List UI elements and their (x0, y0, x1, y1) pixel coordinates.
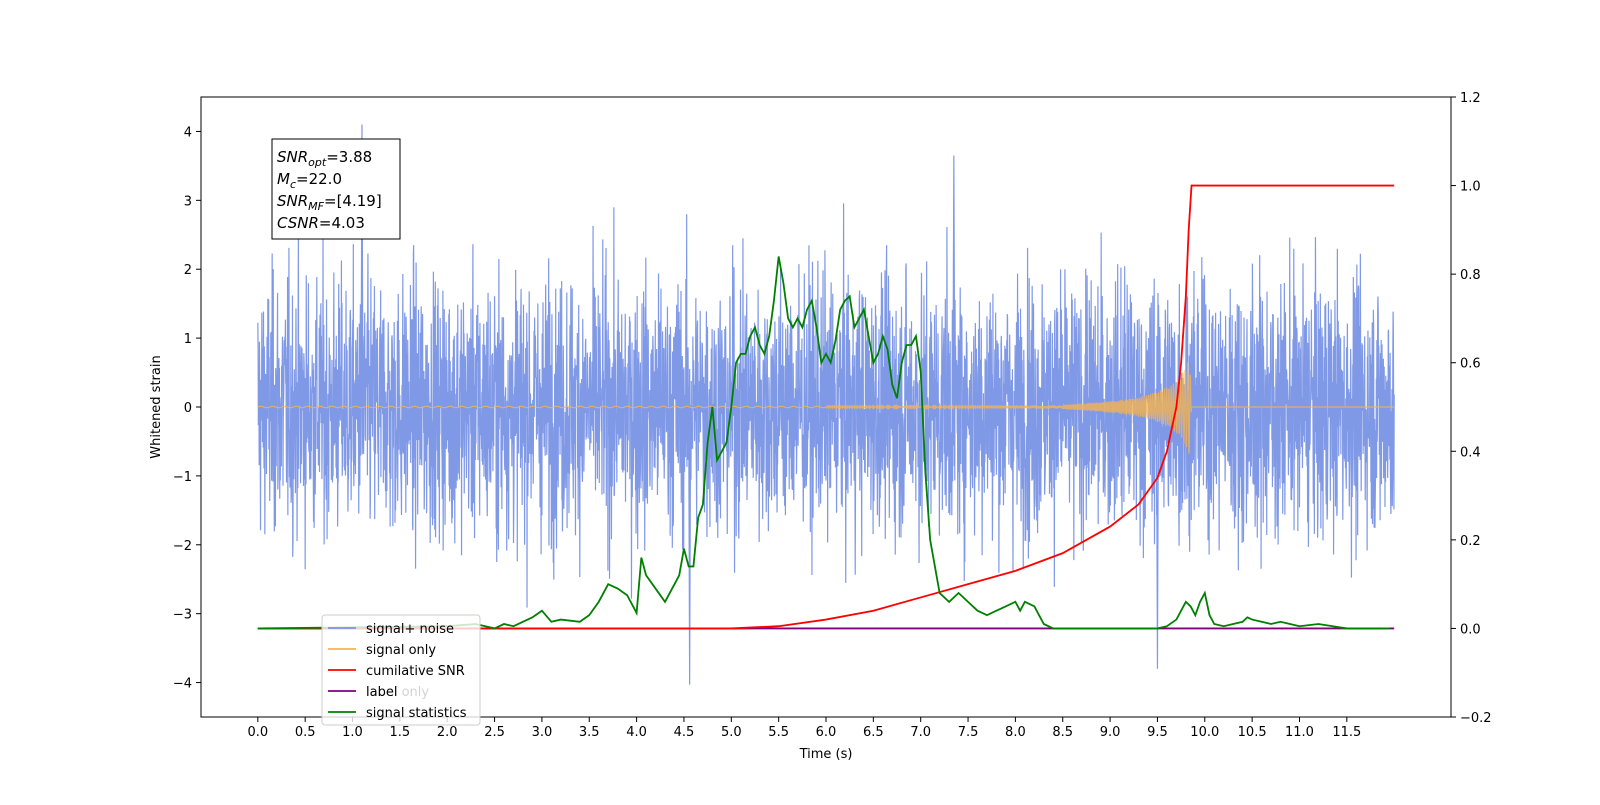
annotation-value: =[4.19] (324, 192, 382, 210)
y2-tick-label: 0.2 (1460, 534, 1481, 549)
x-tick-label: 5.5 (768, 725, 789, 740)
series-layer (257, 124, 1395, 685)
legend-entry-label: signal only (366, 643, 436, 658)
y-tick-label: −2 (173, 539, 192, 554)
annotation-frame (271, 138, 401, 240)
annotation-symbol: M (277, 170, 290, 188)
y-tick-label: −3 (173, 608, 192, 623)
y2-tick-label: 1.2 (1460, 91, 1481, 106)
annotation-line: SNRMF=[4.19] (277, 192, 382, 213)
legend-overlap-text: label only (366, 685, 429, 700)
annotation-value: =22.0 (296, 170, 342, 188)
annotation-subscript: MF (308, 200, 324, 213)
x-tick-label: 7.0 (910, 725, 931, 740)
x-tick-label: 1.5 (390, 725, 411, 740)
x-tick-label: 7.5 (958, 725, 979, 740)
y-tick-label: 1 (184, 332, 192, 347)
x-tick-label: 0.5 (295, 725, 316, 740)
legend-entry-label: signal+ noise (366, 622, 454, 637)
y-tick-label: −1 (173, 470, 192, 485)
series-signal-statistics-line (257, 256, 1390, 630)
y-tick-label: 4 (184, 125, 192, 140)
x-tick-label: 9.0 (1100, 725, 1121, 740)
y-axis-ticks: 4 3 2 1 0 −1 −2 −3 −4 (173, 125, 201, 692)
x-tick-label: 6.5 (863, 725, 884, 740)
x-tick-label: 10.5 (1238, 725, 1267, 740)
annotation-line: SNRopt=3.88 (277, 148, 372, 169)
x-tick-label: 10.0 (1190, 725, 1219, 740)
series-signal-only-line (257, 362, 1395, 454)
annotation-subscript: c (290, 178, 296, 191)
x-axis-label: Time (s) (799, 747, 853, 762)
x-tick-label: 5.0 (721, 725, 742, 740)
y-tick-label: 0 (184, 401, 192, 416)
x-tick-label: 1.0 (342, 725, 363, 740)
x-tick-label: 2.5 (484, 725, 505, 740)
y-tick-label: −4 (173, 677, 192, 692)
annotation-line: CSNR=4.03 (277, 214, 365, 232)
x-tick-label: 3.5 (579, 725, 600, 740)
x-tick-label: 9.5 (1147, 725, 1168, 740)
legend-frame (321, 614, 481, 726)
series-signal-noise-line (257, 124, 1395, 685)
legend-entry-label: label (366, 685, 397, 700)
x-tick-label: 6.0 (816, 725, 837, 740)
annotation-symbol: SNR (277, 192, 308, 210)
x-tick-label: 2.0 (437, 725, 458, 740)
annotation-value: =3.88 (326, 148, 372, 166)
annotation-symbol: CSNR (277, 214, 319, 232)
legend: signal+ noise signal only cumilative SNR la… (321, 614, 481, 726)
legend-entry-label: cumilative SNR (366, 664, 465, 679)
y2-tick-label: 0.8 (1460, 268, 1481, 283)
y2-tick-label: 0.0 (1460, 622, 1481, 637)
series-cumulative-snr-line (257, 184, 1395, 630)
y2-tick-label: 1.0 (1460, 180, 1481, 195)
y-axis-label: Whitened strain (149, 355, 164, 458)
y-tick-label: 2 (184, 263, 192, 278)
annotation-subscript: opt (308, 156, 327, 169)
y-tick-label: 3 (184, 194, 192, 209)
y2-axis-ticks: 1.2 1.0 0.8 0.6 0.4 0.2 0.0 −0.2 (1451, 91, 1492, 726)
x-tick-label: 3.0 (532, 725, 553, 740)
y2-tick-label: 0.6 (1460, 357, 1481, 372)
y2-tick-label: −0.2 (1460, 711, 1492, 726)
y2-tick-label: 0.4 (1460, 445, 1481, 460)
x-tick-label: 11.5 (1332, 725, 1361, 740)
annotation-symbol: SNR (277, 148, 308, 166)
annotation-value: =4.03 (319, 214, 365, 232)
x-tick-label: 8.5 (1052, 725, 1073, 740)
x-tick-label: 11.0 (1285, 725, 1314, 740)
x-axis-ticks: 0.0 0.5 1.0 1.5 2.0 2.5 3.0 3.5 4.0 4.5 5.0 5.5 6.0 6… (247, 717, 1361, 740)
legend-entry-label: signal statistics (366, 706, 467, 721)
x-tick-label: 0.0 (247, 725, 268, 740)
x-tick-label: 8.0 (1005, 725, 1026, 740)
x-tick-label: 4.5 (674, 725, 695, 740)
annotation-line: Mc=22.0 (277, 170, 342, 191)
x-tick-label: 4.0 (626, 725, 647, 740)
